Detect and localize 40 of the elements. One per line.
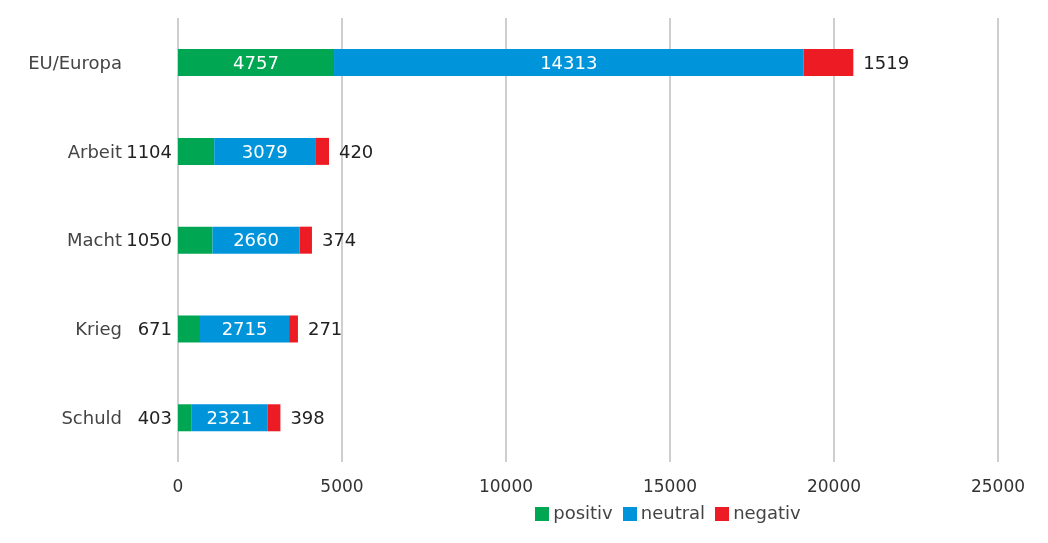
legend-label: neutral [640, 502, 706, 523]
data-label: 671 [137, 318, 172, 340]
data-label: 374 [321, 229, 357, 251]
data-label: 2660 [233, 229, 279, 251]
bar [178, 315, 201, 343]
bar [299, 226, 312, 254]
data-label: 271 [307, 318, 343, 340]
bar [803, 49, 854, 77]
x-tick-label: 20000 [806, 476, 862, 497]
bar [289, 315, 298, 343]
bar [178, 49, 335, 77]
bar [178, 137, 215, 165]
data-label: 4757 [233, 51, 279, 73]
x-tick-label: 5000 [320, 476, 364, 497]
data-label: 1104 [126, 140, 172, 162]
x-tick-label: 25000 [970, 476, 1026, 497]
data-label: 403 [137, 407, 172, 429]
data-label: 1050 [126, 229, 172, 251]
data-label: 420 [338, 140, 374, 162]
data-label: 1519 [863, 51, 910, 73]
bar [334, 49, 804, 77]
legend-label: positiv [553, 502, 613, 523]
y-tick-label: Schuld [61, 406, 122, 428]
data-label: 14313 [540, 51, 598, 73]
data-label: 3079 [241, 140, 288, 162]
bar [178, 226, 213, 254]
y-tick-label: Arbeit [67, 140, 122, 162]
legend-label: negativ [733, 502, 801, 523]
y-tick-label: Krieg [75, 318, 122, 340]
x-tick-label: 0 [172, 476, 184, 497]
data-label: 2321 [206, 407, 253, 429]
bar [178, 404, 192, 432]
y-tick-label: EU/Europa [28, 51, 122, 73]
x-tick-label: 10000 [478, 476, 534, 497]
bar [267, 404, 281, 432]
bar [315, 137, 329, 165]
data-label: 398 [290, 407, 325, 429]
data-label: 2715 [221, 318, 268, 340]
x-tick-label: 15000 [642, 476, 698, 497]
y-tick-label: Macht [67, 229, 122, 251]
